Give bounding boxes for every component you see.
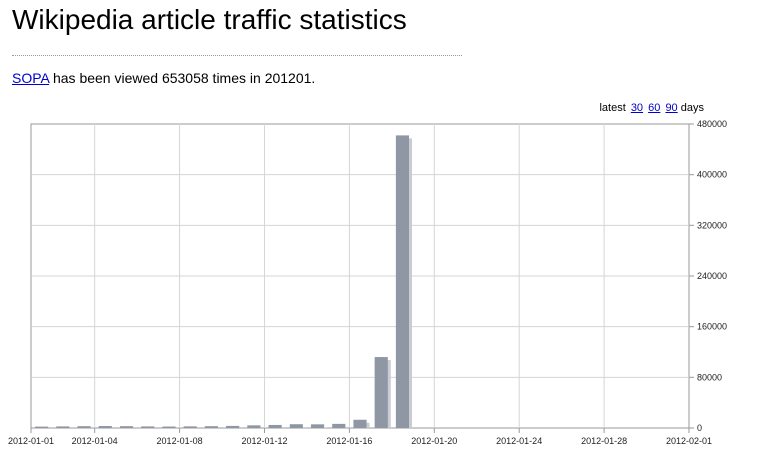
bar [183, 426, 197, 428]
bar [332, 423, 346, 428]
bar [310, 424, 325, 428]
x-tick-label: 2012-01-01 [8, 436, 54, 446]
bar [247, 425, 261, 428]
y-tick-label: 320000 [697, 220, 727, 230]
x-tick-label: 2012-01-08 [157, 436, 203, 446]
range-prefix: latest [599, 102, 626, 114]
bar [395, 135, 410, 428]
x-tick-label: 2012-01-24 [496, 436, 542, 446]
range-suffix: days [680, 102, 704, 114]
range-60-link[interactable]: 60 [648, 102, 661, 114]
x-tick-label: 2012-01-28 [581, 436, 627, 446]
bar [353, 419, 367, 428]
y-tick-label: 0 [697, 423, 702, 433]
title-divider [12, 55, 462, 56]
view-count: 653058 [161, 70, 209, 86]
bar [268, 424, 282, 428]
summary-end: . [311, 70, 316, 86]
x-tick-label: 2012-01-16 [326, 436, 372, 446]
x-tick-label: 2012-01-20 [411, 436, 457, 446]
y-tick-label: 80000 [697, 372, 722, 382]
bar [374, 357, 388, 428]
bar [77, 426, 91, 428]
range-90-link[interactable]: 90 [665, 102, 678, 114]
bar [119, 426, 134, 428]
y-tick-label: 400000 [697, 170, 727, 180]
y-tick-label: 240000 [697, 271, 727, 281]
summary-text-before: has been viewed [49, 70, 162, 86]
bar [98, 426, 112, 428]
bar [162, 426, 176, 428]
bar [204, 426, 218, 428]
bar [289, 424, 303, 428]
bar [35, 426, 49, 428]
summary-text-after: times in [208, 70, 265, 86]
bar [141, 426, 155, 428]
y-tick-label: 480000 [697, 119, 727, 129]
period: 201201 [264, 70, 312, 86]
bar [226, 425, 240, 428]
x-tick-label: 2012-01-04 [72, 436, 118, 446]
x-tick-label: 2012-02-01 [666, 436, 712, 446]
range-selector: latest 30 60 90 days [599, 102, 704, 114]
summary-line: SOPA has been viewed 653058 times in 201… [12, 70, 315, 86]
traffic-chart: 2012-01-01 2012-01-04 2012-01-08 2012-01-12… [8, 119, 727, 446]
x-tick-label: 2012-01-12 [241, 436, 287, 446]
bar [56, 426, 70, 428]
range-30-link[interactable]: 30 [630, 102, 644, 114]
y-tick-label: 160000 [697, 322, 727, 332]
page-title: Wikipedia article traffic statistics [12, 4, 407, 35]
article-link[interactable]: SOPA [12, 70, 50, 86]
